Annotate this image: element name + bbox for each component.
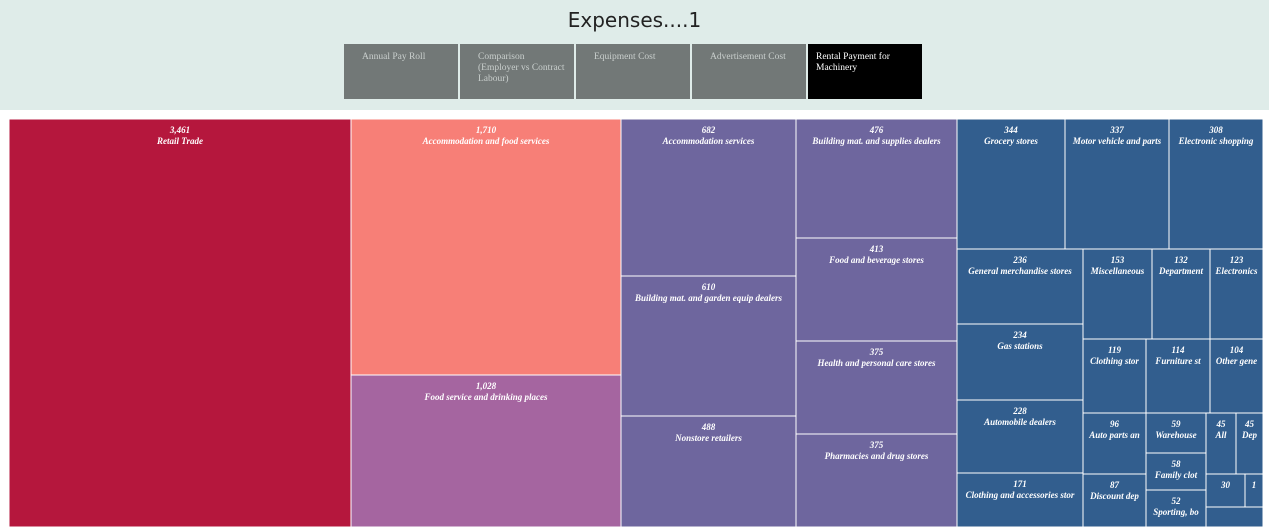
tab-annual-pay-roll[interactable]: Annual Pay Roll <box>344 44 458 99</box>
treemap-value-label: 234 <box>1012 330 1027 340</box>
treemap-value-label: 104 <box>1230 345 1244 355</box>
treemap-category-label: Other gene <box>1216 356 1257 366</box>
treemap-value-label: 375 <box>869 440 884 450</box>
treemap-category-label: Building mat. and garden equip dealers <box>634 293 783 303</box>
treemap-value-label: 375 <box>869 347 884 357</box>
treemap-category-label: Miscellaneous <box>1090 266 1145 276</box>
treemap-value-label: 153 <box>1111 255 1125 265</box>
treemap-category-label: Clothing and accessories stor <box>966 490 1075 500</box>
treemap-category-label: Automobile dealers <box>983 417 1056 427</box>
treemap-cell-dep[interactable] <box>1235 412 1264 475</box>
treemap-category-label: Electronics <box>1215 266 1258 276</box>
treemap-category-label: Auto parts an <box>1088 430 1140 440</box>
treemap-category-label: Electronic shopping <box>1178 136 1254 146</box>
treemap-category-label: Department <box>1158 266 1203 276</box>
treemap-category-label: Retail Trade <box>156 136 203 146</box>
treemap-cell-general-merchandise-stores[interactable] <box>956 248 1084 325</box>
treemap-cell-accommodation-and-food-services[interactable] <box>350 118 622 376</box>
treemap-category-label: Sporting, bo <box>1153 507 1199 517</box>
treemap-cell-food-service-and-drinking-places[interactable] <box>350 374 622 528</box>
treemap-value-label: 236 <box>1012 255 1027 265</box>
treemap-cell-building-mat-and-supplies-dealers[interactable] <box>795 118 958 239</box>
treemap-value-label: 488 <box>701 422 716 432</box>
treemap-value-label: 87 <box>1110 480 1120 490</box>
treemap-category-label: Clothing stor <box>1090 356 1139 366</box>
treemap-value-label: 308 <box>1208 125 1223 135</box>
treemap-cell-clothing-stor[interactable] <box>1082 338 1147 414</box>
treemap-value-label: 413 <box>869 244 884 254</box>
treemap-cell-discount-dep[interactable] <box>1082 473 1147 528</box>
treemap-category-label: Health and personal care stores <box>816 358 936 368</box>
treemap-value-label: 30 <box>1220 480 1231 490</box>
chart-panel: 3,461 Retail Trade 1,710 Accommodation and … <box>0 110 1269 532</box>
treemap-category-label: Warehouse <box>1155 430 1196 440</box>
treemap-value-label: 171 <box>1013 479 1027 489</box>
treemap-cell-30[interactable] <box>1205 473 1246 508</box>
treemap-value-label: 1,710 <box>476 125 497 135</box>
treemap-cell-retail-trade[interactable] <box>8 118 352 528</box>
treemap-cell-auto-parts-an[interactable] <box>1082 412 1147 475</box>
tab-comparison[interactable]: Comparison (Employer vs Contract Labour) <box>460 44 574 99</box>
treemap-cell-nonstore-retailers[interactable] <box>620 415 797 528</box>
tab-bar: Annual Pay Roll Comparison (Employer vs … <box>344 44 924 99</box>
treemap-cell-other-gene[interactable] <box>1209 338 1264 414</box>
treemap-cell-furniture-st[interactable] <box>1145 338 1211 414</box>
treemap-category-label: Food and beverage stores <box>828 255 924 265</box>
treemap-value-label: 1,028 <box>476 381 497 391</box>
treemap-cell-miscellaneous[interactable] <box>1082 248 1153 340</box>
chart-title: Expenses....1 <box>567 8 702 32</box>
treemap-value-label: 119 <box>1108 345 1122 355</box>
treemap-category-label: Furniture st <box>1154 356 1201 366</box>
treemap-category-label: Building mat. and supplies dealers <box>811 136 941 146</box>
treemap-value-label: 59 <box>1172 419 1182 429</box>
treemap-value-label: 344 <box>1003 125 1018 135</box>
treemap-cell-accommodation-services[interactable] <box>620 118 797 277</box>
treemap-value-label: 45 <box>1244 419 1255 429</box>
treemap-category-label: Pharmacies and drug stores <box>825 451 929 461</box>
treemap-value-label: 476 <box>869 125 884 135</box>
treemap-cell-electronics[interactable] <box>1209 248 1264 340</box>
tab-advertisement-cost[interactable]: Advertisement Cost <box>692 44 806 99</box>
treemap-cell-31[interactable] <box>1244 473 1264 508</box>
treemap-cell-automobile-dealers[interactable] <box>956 399 1084 474</box>
treemap-category-label: Grocery stores <box>984 136 1038 146</box>
treemap-category-label: Accommodation services <box>662 136 755 146</box>
treemap-category-label: Motor vehicle and parts <box>1072 136 1162 146</box>
treemap-value-label: 3,461 <box>169 125 190 135</box>
treemap-cell-pharmacies-and-drug-stores[interactable] <box>795 433 958 528</box>
treemap-value-label: 610 <box>702 282 716 292</box>
tab-rental-payment[interactable]: Rental Payment for Machinery <box>808 44 922 99</box>
treemap-cell-department[interactable] <box>1151 248 1211 340</box>
treemap-value-label: 682 <box>702 125 716 135</box>
treemap-cell-electronic-shopping[interactable] <box>1168 118 1264 250</box>
treemap-cell-food-and-beverage-stores[interactable] <box>795 237 958 342</box>
treemap-category-label: General merchandise stores <box>968 266 1072 276</box>
treemap-cell-gas-stations[interactable] <box>956 323 1084 401</box>
treemap-cell-all[interactable] <box>1205 412 1237 475</box>
treemap-category-label: All <box>1214 430 1227 440</box>
treemap-cell-building-mat-and-garden-equip-dealers[interactable] <box>620 275 797 417</box>
treemap-category-label: Family clot <box>1154 470 1198 480</box>
treemap-value-label: 1 <box>1252 480 1257 490</box>
treemap-value-label: 123 <box>1230 255 1244 265</box>
treemap-category-label: Accommodation and food services <box>422 136 550 146</box>
treemap-value-label: 114 <box>1171 345 1185 355</box>
treemap-value-label: 58 <box>1172 459 1182 469</box>
treemap-category-label: Food service and drinking places <box>424 392 548 402</box>
treemap-value-label: 45 <box>1216 419 1227 429</box>
treemap-value-label: 337 <box>1109 125 1124 135</box>
treemap-category-label: Gas stations <box>997 341 1043 351</box>
treemap-value-label: 132 <box>1174 255 1188 265</box>
treemap-category-label: Nonstore retailers <box>674 433 742 443</box>
treemap-value-label: 228 <box>1012 406 1027 416</box>
treemap-cell-32[interactable] <box>1205 506 1264 528</box>
treemap-category-label: Discount dep <box>1089 491 1139 501</box>
treemap-cell-motor-vehicle-and-parts[interactable] <box>1064 118 1170 250</box>
treemap-category-label: Dep <box>1241 430 1257 440</box>
treemap-value-label: 52 <box>1172 496 1182 506</box>
treemap-value-label: 96 <box>1110 419 1120 429</box>
tab-equipment-cost[interactable]: Equipment Cost <box>576 44 690 99</box>
